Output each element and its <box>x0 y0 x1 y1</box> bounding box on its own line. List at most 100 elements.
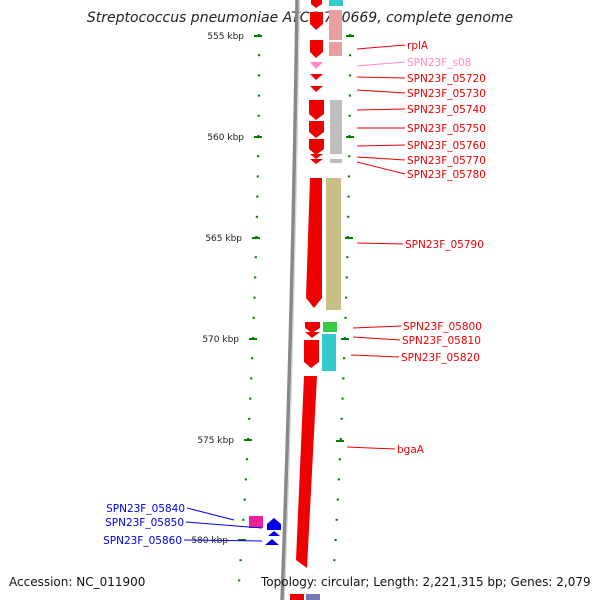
major-tick <box>244 439 252 441</box>
tick-dash <box>339 438 342 440</box>
tick-dash <box>342 377 345 380</box>
olive-block <box>326 178 341 310</box>
major-tick <box>336 440 344 442</box>
gene-label-bgaa: bgaA <box>397 444 425 456</box>
grey-block-a <box>330 100 342 154</box>
tick-dash <box>343 357 346 360</box>
gene-label-spn23f-05860: SPN23F_05860 <box>103 535 182 547</box>
gene-arrow <box>310 12 323 30</box>
gene-arrow <box>305 332 320 338</box>
tick-dash <box>340 417 343 420</box>
reverse-leader-lines <box>183 507 263 542</box>
tick-dash <box>257 155 260 158</box>
tick-dash <box>249 397 252 400</box>
feature-track-2 <box>306 0 343 600</box>
leader-line <box>356 108 406 111</box>
major-tick <box>238 539 246 541</box>
tick-dash <box>335 518 338 521</box>
leader-line <box>356 76 406 79</box>
tick-dash <box>347 195 350 198</box>
tick-dash <box>255 215 258 218</box>
tick-label: 555 kbp <box>207 32 244 42</box>
forward-leader-lines <box>346 44 406 450</box>
magenta-block <box>249 516 263 528</box>
gene-arrow <box>296 376 317 568</box>
gene-label-spn23f-05810: SPN23F_05810 <box>402 335 481 347</box>
tick-dash <box>257 74 261 77</box>
tick-dash <box>253 296 256 299</box>
gene-label-spn23f-05850: SPN23F_05850 <box>105 517 184 529</box>
tick-dash <box>257 94 260 97</box>
cyan-block <box>322 334 336 371</box>
tick-dash <box>347 215 350 218</box>
leader-line <box>356 161 406 175</box>
leader-line <box>356 242 404 245</box>
tick-dash <box>346 256 349 259</box>
tick-label: 560 kbp <box>207 133 244 143</box>
tick-dash <box>257 114 260 117</box>
gene-arrow <box>306 178 322 308</box>
tick-dash <box>250 377 253 380</box>
major-tick <box>346 136 354 138</box>
major-tick <box>341 338 349 340</box>
gene-label-spn23f-05740: SPN23F_05740 <box>407 104 486 116</box>
rna-arrow <box>310 62 323 69</box>
leader-line <box>183 539 263 542</box>
gene-label-spn23f-05840: SPN23F_05840 <box>106 503 185 515</box>
tick-dash <box>242 518 245 521</box>
gene-label-spn23f-05750: SPN23F_05750 <box>407 123 486 135</box>
gene-label-spn23f-05820: SPN23F_05820 <box>401 352 480 364</box>
tick-label: 575 kbp <box>197 436 234 446</box>
genome-backbone <box>280 0 299 600</box>
forward-gene-labels: rplA SPN23F_s08 SPN23F_05720 SPN23F_05730 SP… <box>397 40 486 456</box>
tick-dash <box>254 256 257 259</box>
major-tick <box>345 237 353 239</box>
leader-line <box>185 521 263 529</box>
gene-arrow <box>305 322 320 333</box>
forward-genes <box>290 0 324 600</box>
tick-dash <box>257 54 261 57</box>
gene-arrow <box>310 74 323 80</box>
grey-block-b <box>330 159 342 163</box>
tick-dash <box>333 559 336 562</box>
gene-arrow <box>310 154 323 159</box>
tick-dash <box>348 114 351 117</box>
leader-line <box>356 44 406 50</box>
leader-line <box>356 61 406 67</box>
tick-dash <box>256 195 259 198</box>
tick-dash <box>345 276 348 279</box>
leader-line <box>346 446 396 450</box>
tick-dash <box>345 296 348 299</box>
salmon-block-b <box>329 42 342 56</box>
tick-dash <box>347 175 351 178</box>
gene-arrow-reverse <box>268 531 280 536</box>
tick-dash <box>243 498 246 501</box>
salmon-block-a <box>329 10 342 40</box>
tick-dash <box>341 397 344 400</box>
tick-label: 580 kbp <box>191 536 228 546</box>
gene-label-spn23f-05790: SPN23F_05790 <box>405 239 484 251</box>
tick-dash <box>338 458 341 461</box>
tick-dash <box>348 94 351 97</box>
tick-dash <box>254 276 257 279</box>
tick-dash <box>332 579 335 582</box>
gene-label-spn23f-05770: SPN23F_05770 <box>407 155 486 167</box>
gene-arrow-reverse <box>265 539 279 545</box>
gene-arrow <box>310 159 323 164</box>
tick-dash <box>238 579 241 582</box>
tick-label: 570 kbp <box>202 335 239 345</box>
gene-arrow <box>304 340 319 368</box>
tick-dash <box>344 316 347 319</box>
major-tick <box>346 35 354 37</box>
leader-line <box>356 156 406 161</box>
tick-label: 565 kbp <box>205 234 242 244</box>
tick-dash <box>348 74 352 77</box>
gene-arrow-reverse <box>267 518 281 530</box>
gene-label-spn23f-05780: SPN23F_05780 <box>407 169 486 181</box>
tick-dash <box>252 316 255 319</box>
gene-arrow <box>309 121 324 138</box>
cyan-block-top <box>329 0 343 6</box>
accession-label: Accession: NC_011900 <box>9 575 146 589</box>
leader-line <box>356 89 406 94</box>
